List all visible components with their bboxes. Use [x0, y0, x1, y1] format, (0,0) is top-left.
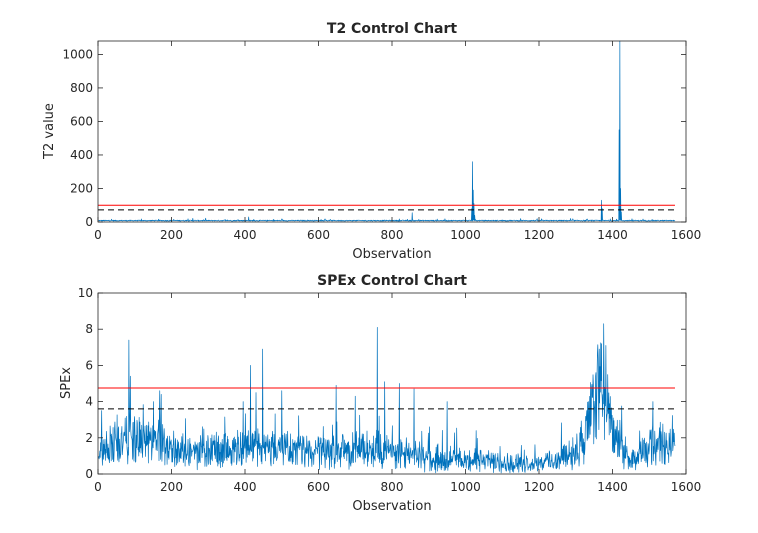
spex-series-group — [98, 323, 676, 474]
spex-y-tick-label: 2 — [85, 431, 93, 445]
spex-x-tick-label: 1000 — [450, 480, 481, 494]
t2-x-tick-label: 1600 — [671, 228, 702, 242]
spex-y-tick-label: 10 — [78, 286, 93, 300]
t2-x-tick-label: 200 — [160, 228, 183, 242]
spex-chart: SPEx Control Chart 0 200 400 600 800 1000 1200… — [59, 273, 701, 514]
t2-chart: T2 Control Chart 0 200 400 600 800 1000 1200 14… — [42, 21, 701, 262]
spex-x-tick-label: 0 — [94, 480, 102, 494]
spex-y-ticks: 0 2 4 6 8 10 — [78, 286, 686, 481]
t2-x-tick-label: 1200 — [524, 228, 555, 242]
spex-y-tick-label: 8 — [85, 322, 93, 336]
spex-x-tick-label: 1600 — [671, 480, 702, 494]
spex-control-limits — [98, 387, 675, 410]
spex-x-tick-label: 600 — [307, 480, 330, 494]
spex-x-ticks: 0 200 400 600 800 1000 1200 1400 1600 — [94, 293, 701, 494]
t2-x-tick-label: 1000 — [450, 228, 481, 242]
spex-x-tick-label: 400 — [234, 480, 257, 494]
t2-y-tick-label: 0 — [85, 215, 93, 229]
t2-y-tick-label: 400 — [70, 148, 93, 162]
spex-x-tick-label: 200 — [160, 480, 183, 494]
spex-y-tick-label: 6 — [85, 358, 93, 372]
t2-chart-title: T2 Control Chart — [327, 21, 458, 37]
t2-x-tick-label: 400 — [234, 228, 257, 242]
t2-x-tick-label: 600 — [307, 228, 330, 242]
t2-y-tick-label: 600 — [70, 114, 93, 128]
t2-x-ticks: 0 200 400 600 800 1000 1200 1400 1600 — [94, 41, 701, 242]
spex-x-tick-label: 1200 — [524, 480, 555, 494]
spex-x-tick-label: 800 — [381, 480, 404, 494]
spex-y-tick-label: 4 — [85, 395, 93, 409]
t2-x-tick-label: 0 — [94, 228, 102, 242]
spex-x-axis-label: Observation — [352, 499, 431, 514]
t2-control-limits — [98, 204, 675, 211]
t2-x-axis-label: Observation — [352, 247, 431, 262]
t2-plot-area — [98, 41, 686, 222]
t2-y-ticks: 0 200 400 600 800 1000 — [62, 47, 686, 229]
t2-y-tick-label: 200 — [70, 181, 93, 195]
t2-series-line — [98, 40, 676, 222]
spex-y-tick-label: 0 — [85, 467, 93, 481]
spex-x-tick-label: 1400 — [597, 480, 628, 494]
t2-y-axis-label: T2 value — [42, 103, 57, 160]
t2-y-tick-label: 800 — [70, 81, 93, 95]
t2-x-tick-label: 1400 — [597, 228, 628, 242]
spex-chart-title: SPEx Control Chart — [317, 273, 467, 289]
t2-series-group — [98, 40, 676, 222]
spex-series-line — [98, 323, 676, 474]
spex-y-axis-label: SPEx — [59, 367, 74, 399]
t2-x-tick-label: 800 — [381, 228, 404, 242]
t2-y-tick-label: 1000 — [62, 47, 93, 61]
